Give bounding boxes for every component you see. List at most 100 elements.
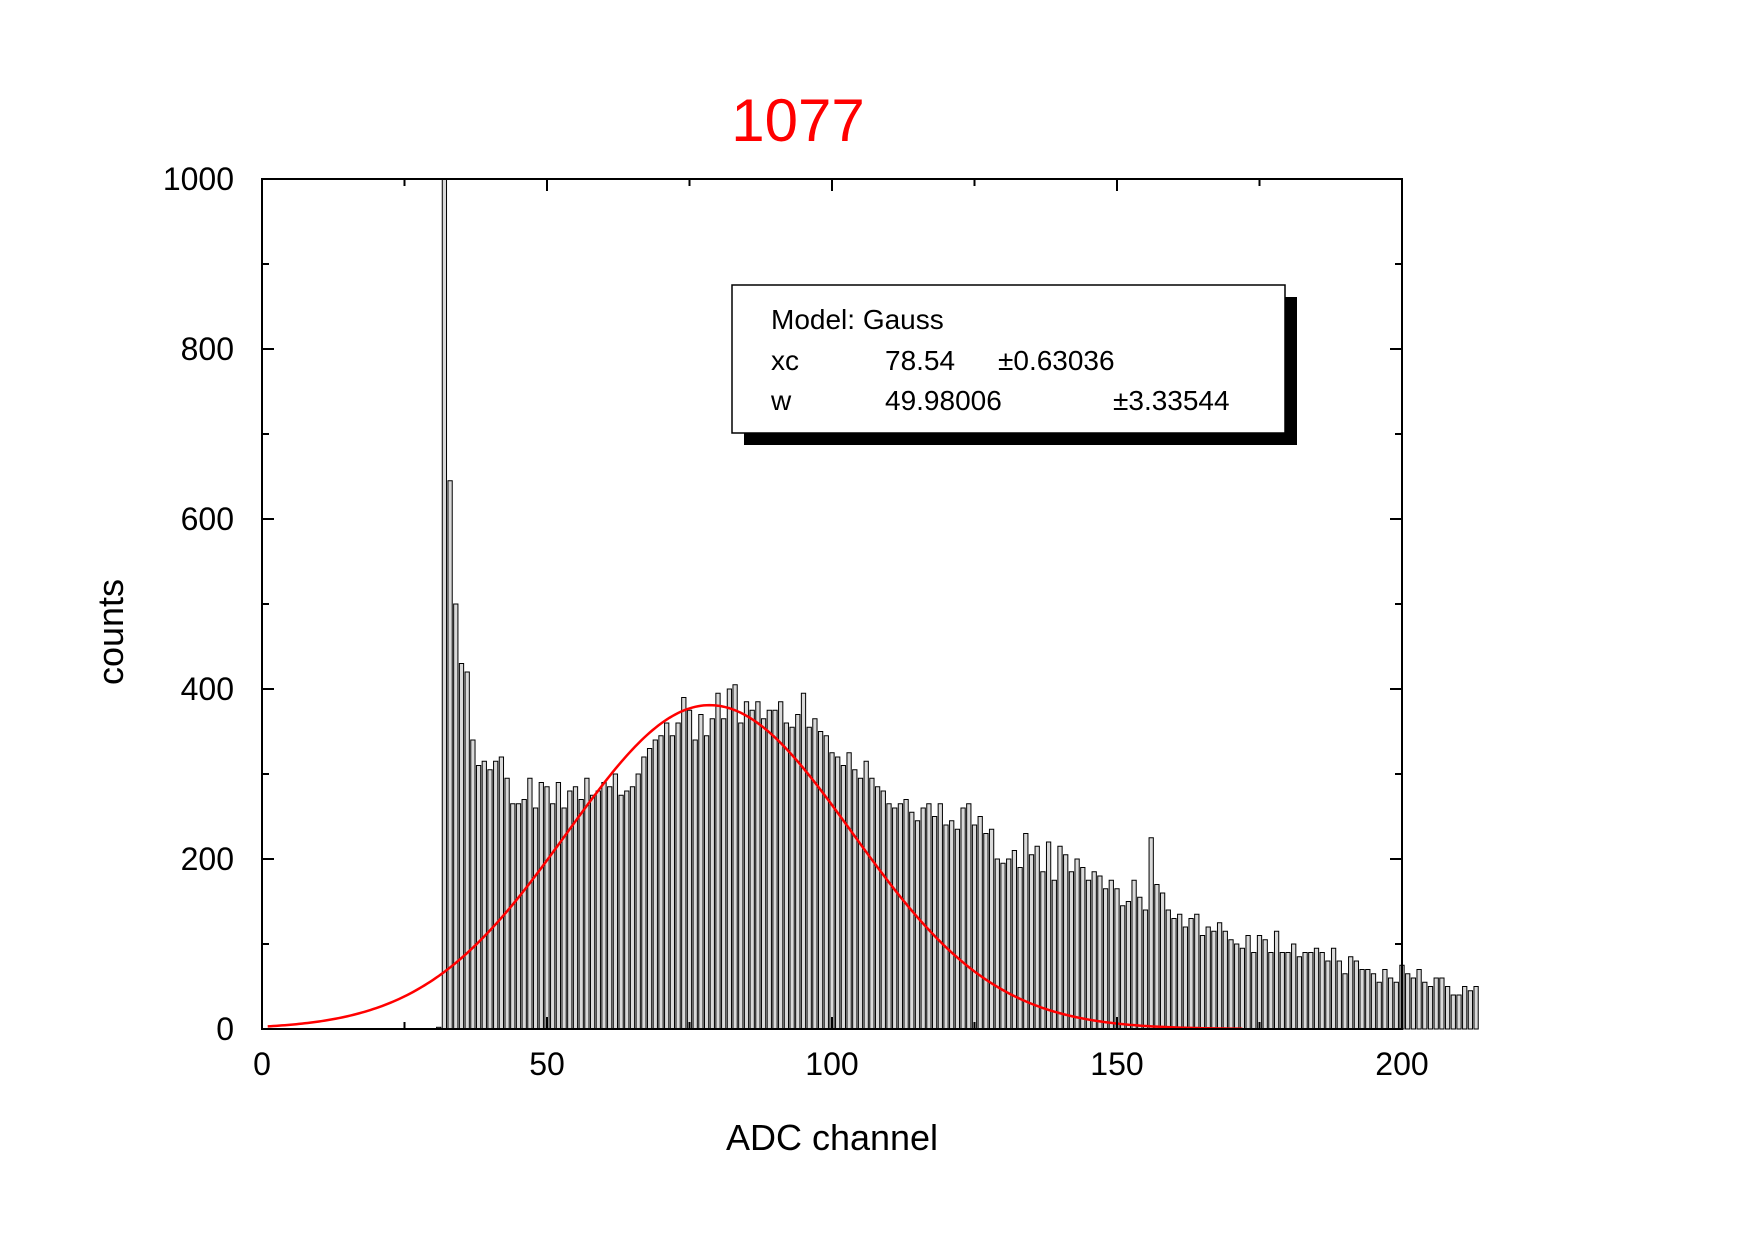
histogram-bar	[1365, 969, 1371, 1030]
histogram-bar	[1205, 926, 1211, 1030]
histogram-bar	[829, 752, 835, 1030]
histogram-bar	[1467, 990, 1474, 1030]
histogram-bar	[1433, 977, 1439, 1030]
y-tick-label: 200	[181, 841, 234, 877]
y-tick-label: 0	[216, 1011, 234, 1047]
histogram-bar	[527, 777, 533, 1030]
histogram-bar	[1251, 952, 1257, 1030]
histogram-bar	[458, 663, 465, 1030]
histogram-bar	[624, 790, 630, 1030]
histogram-bar	[823, 735, 829, 1030]
histogram-bar	[1342, 973, 1348, 1030]
histogram-bar	[464, 671, 470, 1030]
histogram-bar	[1359, 969, 1365, 1030]
histogram-bar	[760, 718, 767, 1030]
histogram-bar	[504, 777, 510, 1030]
chart-title: 1077	[731, 87, 864, 154]
histogram-bar	[994, 858, 1000, 1030]
histogram-bar	[1108, 879, 1114, 1030]
histogram-bar	[1120, 905, 1126, 1030]
histogram-bar	[1080, 867, 1086, 1030]
histogram-bar	[584, 777, 590, 1030]
histogram-bar	[646, 748, 653, 1030]
histogram-bar	[892, 807, 898, 1030]
histogram-bar	[470, 739, 476, 1030]
histogram-bar	[715, 692, 721, 1030]
histogram-bar	[920, 807, 926, 1030]
histogram-bar	[1444, 986, 1451, 1030]
histogram-bar	[1405, 973, 1411, 1030]
histogram-bar	[1011, 850, 1018, 1030]
legend-param-xc: xc	[771, 345, 799, 376]
histogram-bar	[686, 709, 693, 1030]
histogram-bar	[903, 799, 909, 1030]
histogram-bar	[766, 709, 772, 1030]
histogram-bar	[447, 480, 453, 1030]
histogram-bar	[960, 807, 966, 1030]
histogram-bar	[1319, 952, 1325, 1030]
histogram-bar	[521, 799, 527, 1030]
histogram-bar	[1376, 981, 1382, 1030]
histogram-bar	[1245, 935, 1251, 1030]
x-tick-label: 150	[1090, 1046, 1143, 1082]
histogram-bar	[880, 790, 886, 1030]
histogram-bar	[983, 833, 989, 1030]
histogram-bar	[852, 769, 858, 1030]
x-axis-title: ADC channel	[726, 1117, 938, 1158]
histogram-bar	[1234, 943, 1240, 1030]
histogram-bar	[618, 794, 624, 1030]
histogram-bar	[1302, 952, 1308, 1030]
histogram-bar	[664, 722, 670, 1030]
histogram-bar	[629, 786, 636, 1030]
histogram-bar	[1456, 994, 1462, 1030]
histogram-bar	[988, 828, 995, 1030]
histogram-bar	[1131, 879, 1137, 1030]
histogram-bar	[1159, 892, 1166, 1030]
histogram-bar	[578, 799, 584, 1030]
histogram-bar	[943, 824, 949, 1030]
histogram-bar	[1148, 837, 1154, 1030]
histogram-bar	[1188, 918, 1194, 1030]
gauss-fit-curve	[267, 703, 1243, 1030]
histogram-bar	[1387, 977, 1394, 1030]
histogram-bar	[1165, 909, 1171, 1030]
histogram-bar	[641, 756, 647, 1030]
histogram-bar	[1068, 871, 1075, 1030]
histogram-bar	[1017, 867, 1023, 1030]
histogram-bar	[538, 782, 544, 1030]
y-tick-label: 600	[181, 501, 234, 537]
histogram-bar	[966, 803, 972, 1030]
histogram-bar	[949, 820, 955, 1030]
legend-error-w: ±3.33544	[1113, 385, 1230, 416]
histogram-bar	[755, 701, 761, 1030]
histogram-bar	[743, 701, 750, 1030]
histogram-bar	[778, 701, 784, 1030]
histogram-bar	[726, 688, 733, 1030]
histogram-bar	[1045, 841, 1052, 1030]
histogram-bar	[550, 803, 556, 1030]
histogram-bar	[493, 760, 499, 1030]
histogram-bar	[1336, 960, 1342, 1030]
histogram-bar	[1296, 956, 1303, 1030]
histogram-bar	[937, 803, 943, 1030]
x-tick-label: 0	[253, 1046, 271, 1082]
histogram-bar	[1216, 922, 1223, 1030]
histogram-bar	[1091, 871, 1097, 1030]
histogram-bar	[1427, 986, 1434, 1030]
histogram-bar	[635, 773, 641, 1030]
histogram-bar	[1285, 952, 1291, 1030]
histogram-bar	[1228, 939, 1234, 1030]
histogram-bar	[926, 803, 932, 1030]
histogram-bar	[1262, 939, 1268, 1030]
histogram-bar	[1085, 879, 1092, 1030]
histogram-bar	[601, 782, 607, 1030]
histogram-bar	[1279, 952, 1285, 1030]
histogram-bar	[971, 824, 978, 1030]
histogram-bar	[441, 178, 448, 1030]
histogram-bar	[1040, 871, 1046, 1030]
histogram-bar	[1291, 943, 1297, 1030]
histogram-bar	[555, 782, 562, 1030]
histogram-bar	[857, 777, 864, 1030]
histogram-bar	[1137, 896, 1143, 1030]
